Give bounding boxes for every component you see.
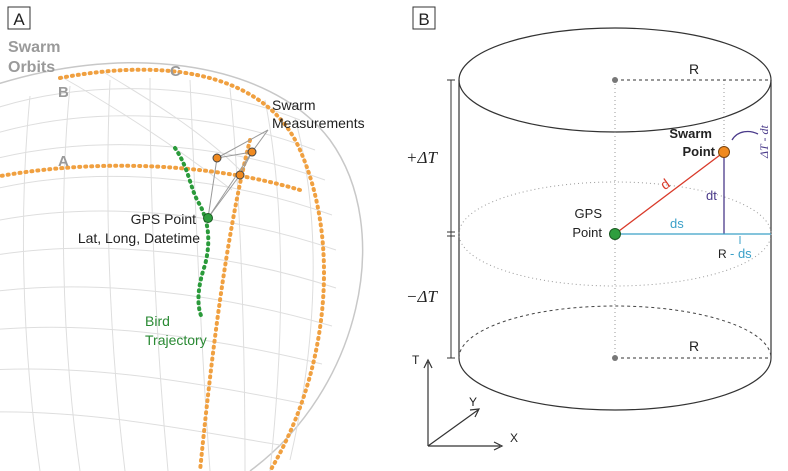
- panel-a-tag: A: [13, 10, 25, 29]
- r-minus-ds-r: R: [718, 247, 727, 261]
- distance-dt-label: dt: [706, 188, 717, 203]
- globe-outline: [0, 62, 364, 471]
- r-minus-ds-ds: - ds: [730, 246, 752, 261]
- globe: [0, 62, 364, 471]
- swarm-measurements-label-1: Swarm: [272, 97, 316, 113]
- orbit-c: [58, 67, 326, 471]
- swarm-point-marker: [718, 146, 730, 158]
- bird-trajectory-label-1: Bird: [145, 313, 170, 329]
- axis-x-label: X: [510, 431, 518, 445]
- top-center-dot: [612, 77, 618, 83]
- delta-t-minus-dt-label: ΔT - dt: [757, 125, 771, 159]
- plus-delta-t-label: +ΔT: [406, 148, 438, 167]
- gps-point-marker: [203, 213, 213, 223]
- delta-t-bracket: [447, 79, 455, 359]
- bird-trajectory-path: [173, 146, 211, 320]
- bottom-center-dot: [612, 355, 618, 361]
- minus-delta-t-label: −ΔT: [406, 287, 438, 306]
- cylinder-bottom-front: [458, 357, 772, 411]
- cylinder: [458, 27, 772, 411]
- swarm-measurement-point: [235, 170, 245, 180]
- gps-point-label-1: GPS Point: [131, 211, 196, 227]
- panel-b-tag: B: [418, 10, 429, 29]
- orbit-a-label: A: [58, 153, 69, 170]
- orbit-a: [0, 163, 302, 192]
- swarm-orbits-label-1: Swarm: [8, 39, 60, 56]
- gps-point-marker: [609, 228, 621, 240]
- distance-d-label: d: [657, 175, 673, 193]
- radius-bottom-label: R: [689, 338, 699, 354]
- panel-a: A Swarm Orbits B C A Swarm Measurements …: [0, 6, 365, 471]
- connectors: [207, 129, 269, 219]
- panel-b-tag-box: [412, 6, 436, 30]
- swarm-point-label-1: Swarm: [669, 126, 712, 141]
- gps-point-label-2: Lat, Long, Datetime: [78, 230, 200, 246]
- gps-point-label-2: Point: [572, 225, 602, 240]
- axes: [423, 358, 504, 451]
- swarm-orbits-label-2: Orbits: [8, 59, 55, 76]
- swarm-measurement-point: [212, 153, 222, 163]
- bird-trajectory-label-2: Trajectory: [145, 332, 207, 348]
- panel-b: B R R: [406, 6, 772, 451]
- axis-y-label: Y: [469, 395, 477, 409]
- radius-top-label: R: [689, 61, 699, 77]
- distance-ds-label: ds: [670, 216, 684, 231]
- axis-t-label: T: [412, 353, 420, 367]
- panel-a-tag-box: [7, 6, 31, 30]
- swarm-measurements-label-2: Measurements: [272, 115, 365, 131]
- cylinder-bottom-back: [458, 305, 772, 359]
- orbit-b: [198, 138, 252, 471]
- gps-point-label-1: GPS: [575, 206, 603, 221]
- swarm-point-label-2: Point: [683, 144, 716, 159]
- delta-t-minus-dt-arrow: [731, 130, 759, 141]
- distance-d-line: [614, 151, 725, 235]
- orbit-b-label: B: [58, 84, 69, 101]
- orbit-c-label: C: [170, 63, 181, 80]
- swarm-measurement-point: [247, 147, 257, 157]
- globe-grid: [0, 69, 337, 471]
